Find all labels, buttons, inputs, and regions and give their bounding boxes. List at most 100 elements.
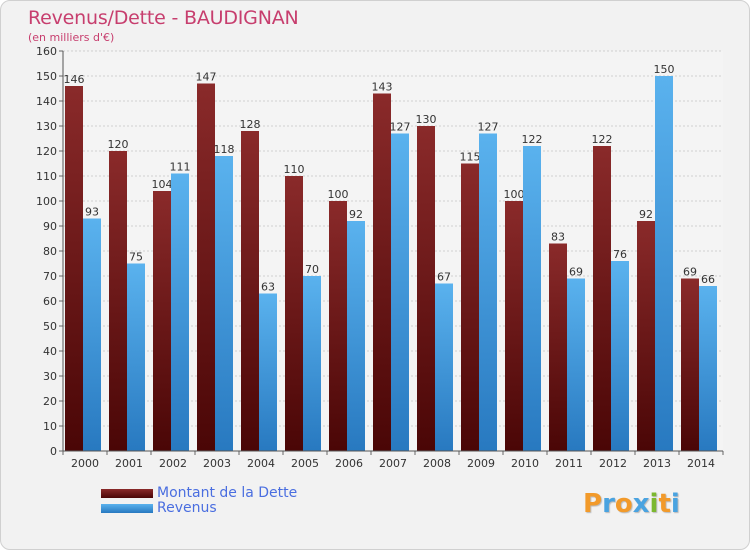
x-tick-label: 2008: [423, 457, 451, 470]
data-label: 122: [522, 133, 543, 146]
y-tick-label: 50: [43, 320, 57, 333]
bar-dette: [241, 131, 259, 451]
data-label: 66: [701, 273, 715, 286]
data-label: 83: [551, 231, 565, 244]
data-label: 110: [284, 163, 305, 176]
data-label: 100: [504, 188, 525, 201]
data-label: 63: [261, 281, 275, 294]
data-label: 75: [129, 251, 143, 264]
bar-dette: [593, 146, 611, 451]
y-tick-label: 0: [50, 445, 57, 458]
x-tick-label: 2006: [335, 457, 363, 470]
bar-dette: [109, 151, 127, 451]
data-label: 122: [592, 133, 613, 146]
x-tick-label: 2003: [203, 457, 231, 470]
bar-revenus: [567, 278, 585, 451]
data-label: 69: [683, 266, 697, 279]
bar-revenus: [303, 276, 321, 451]
data-label: 127: [390, 121, 411, 134]
x-tick-label: 2013: [643, 457, 671, 470]
legend-label-revenus: Revenus: [157, 500, 217, 516]
data-label: 127: [478, 121, 499, 134]
y-tick-label: 150: [36, 70, 57, 83]
y-axis: 0 10 20 30 40 50 60 70 80 90 100 110 120 130 140 150 160: [36, 45, 64, 458]
data-label: 93: [85, 206, 99, 219]
bar-dette: [417, 126, 435, 451]
y-tick-label: 100: [36, 195, 57, 208]
bar-revenus: [83, 218, 101, 451]
x-tick-label: 2014: [687, 457, 715, 470]
data-label: 70: [305, 263, 319, 276]
bar-revenus: [171, 173, 189, 451]
data-label: 146: [64, 73, 85, 86]
bar-dette: [637, 221, 655, 451]
data-label: 120: [108, 138, 129, 151]
y-tick-label: 140: [36, 95, 57, 108]
x-tick-label: 2010: [511, 457, 539, 470]
data-label: 118: [214, 143, 235, 156]
data-label: 143: [372, 81, 393, 94]
bar-revenus: [347, 221, 365, 451]
data-label: 111: [170, 161, 191, 174]
bar-revenus: [127, 263, 145, 451]
bar-revenus: [215, 156, 233, 451]
logo-letter: x: [632, 489, 650, 519]
x-tick-label: 2012: [599, 457, 627, 470]
bar-dette: [549, 243, 567, 451]
data-label: 104: [152, 178, 173, 191]
bar-dette: [461, 163, 479, 451]
bar-dette: [65, 86, 83, 451]
x-tick-label: 2004: [247, 457, 275, 470]
bar-revenus: [655, 76, 673, 451]
x-tick-label: 2009: [467, 457, 495, 470]
bar-revenus: [699, 286, 717, 451]
bar-dette: [373, 93, 391, 451]
bar-revenus: [435, 283, 453, 451]
bar-revenus: [479, 133, 497, 451]
bar-dette: [505, 201, 523, 451]
bar-dette: [153, 191, 171, 451]
bar-dette: [285, 176, 303, 451]
x-tick-label: 2002: [159, 457, 187, 470]
bar-dette: [329, 201, 347, 451]
y-tick-label: 160: [36, 45, 57, 58]
y-tick-label: 20: [43, 395, 57, 408]
data-label: 69: [569, 266, 583, 279]
data-label: 130: [416, 113, 437, 126]
logo-letter: r: [602, 489, 615, 519]
bar-revenus: [259, 293, 277, 451]
bar-dette: [197, 83, 215, 451]
proxiti-logo: Proxiti: [583, 489, 680, 519]
y-tick-label: 90: [43, 220, 57, 233]
y-tick-label: 10: [43, 420, 57, 433]
x-tick-label: 2011: [555, 457, 583, 470]
logo-letter: o: [614, 489, 633, 519]
chart-title: Revenus/Dette - BAUDIGNAN: [28, 7, 299, 29]
x-axis: 2000 2001 2002 2003 2004 2005 2006 2007 2008 2009…: [62, 450, 724, 470]
y-tick-label: 110: [36, 170, 57, 183]
legend-swatch-dette: [101, 489, 153, 498]
data-label: 115: [460, 151, 481, 164]
y-tick-label: 120: [36, 145, 57, 158]
chart-subtitle: (en milliers d'€): [28, 31, 115, 44]
data-label: 100: [328, 188, 349, 201]
bar-series: 146 93 120 75 104 111 147 118 128 63 110 70 100 92 143…: [64, 63, 717, 451]
legend-label-dette: Montant de la Dette: [157, 485, 298, 501]
x-tick-label: 2001: [115, 457, 143, 470]
logo-letter: i: [670, 489, 680, 519]
data-label: 128: [240, 118, 261, 131]
bar-revenus: [391, 133, 409, 451]
logo-letter: t: [658, 489, 671, 519]
bar-revenus: [611, 261, 629, 451]
x-tick-label: 2005: [291, 457, 319, 470]
logo-letter: P: [583, 489, 603, 519]
data-label: 67: [437, 271, 451, 284]
data-label: 147: [196, 71, 217, 84]
bar-dette: [681, 278, 699, 451]
data-label: 92: [639, 208, 653, 221]
y-tick-label: 40: [43, 345, 57, 358]
data-label: 76: [613, 248, 627, 261]
x-tick-label: 2007: [379, 457, 407, 470]
